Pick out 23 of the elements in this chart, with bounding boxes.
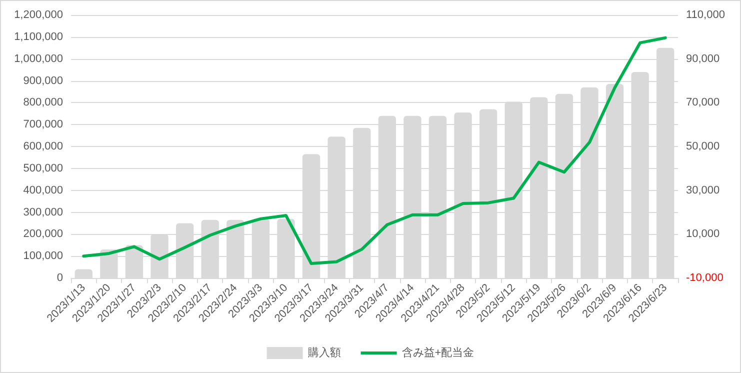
y-tick-label: 800,000 (23, 96, 63, 109)
y2-tick-label: 90,000 (686, 52, 720, 65)
y-tick-label: 1,000,000 (14, 52, 63, 65)
y-tick-label: 0 (56, 272, 63, 284)
y2-tick-label: 30,000 (686, 184, 720, 196)
y-tick-label: 1,100,000 (14, 30, 63, 43)
line-series (82, 36, 667, 266)
y-tick-label: 600,000 (23, 140, 63, 152)
y2-tick-label: 50,000 (686, 140, 720, 152)
y2-tick-label: 10,000 (686, 228, 720, 240)
legend-label: 含み益+配当金 (402, 346, 474, 359)
y-tick-label: 100,000 (23, 250, 63, 262)
y-tick-label: 200,000 (23, 228, 63, 240)
legend-label: 購入額 (308, 346, 341, 359)
y-tick-label: 1,200,000 (14, 9, 63, 21)
y-tick-label: 700,000 (23, 118, 63, 131)
y-tick-label: 900,000 (23, 74, 63, 87)
y2-tick-label: -10,000 (686, 272, 724, 284)
y2-tick-label: 70,000 (686, 96, 720, 109)
y-tick-label: 500,000 (23, 162, 63, 174)
y-tick-label: 300,000 (23, 206, 63, 218)
y-tick-label: 400,000 (23, 184, 63, 196)
y2-tick-label: 110,000 (686, 9, 725, 21)
